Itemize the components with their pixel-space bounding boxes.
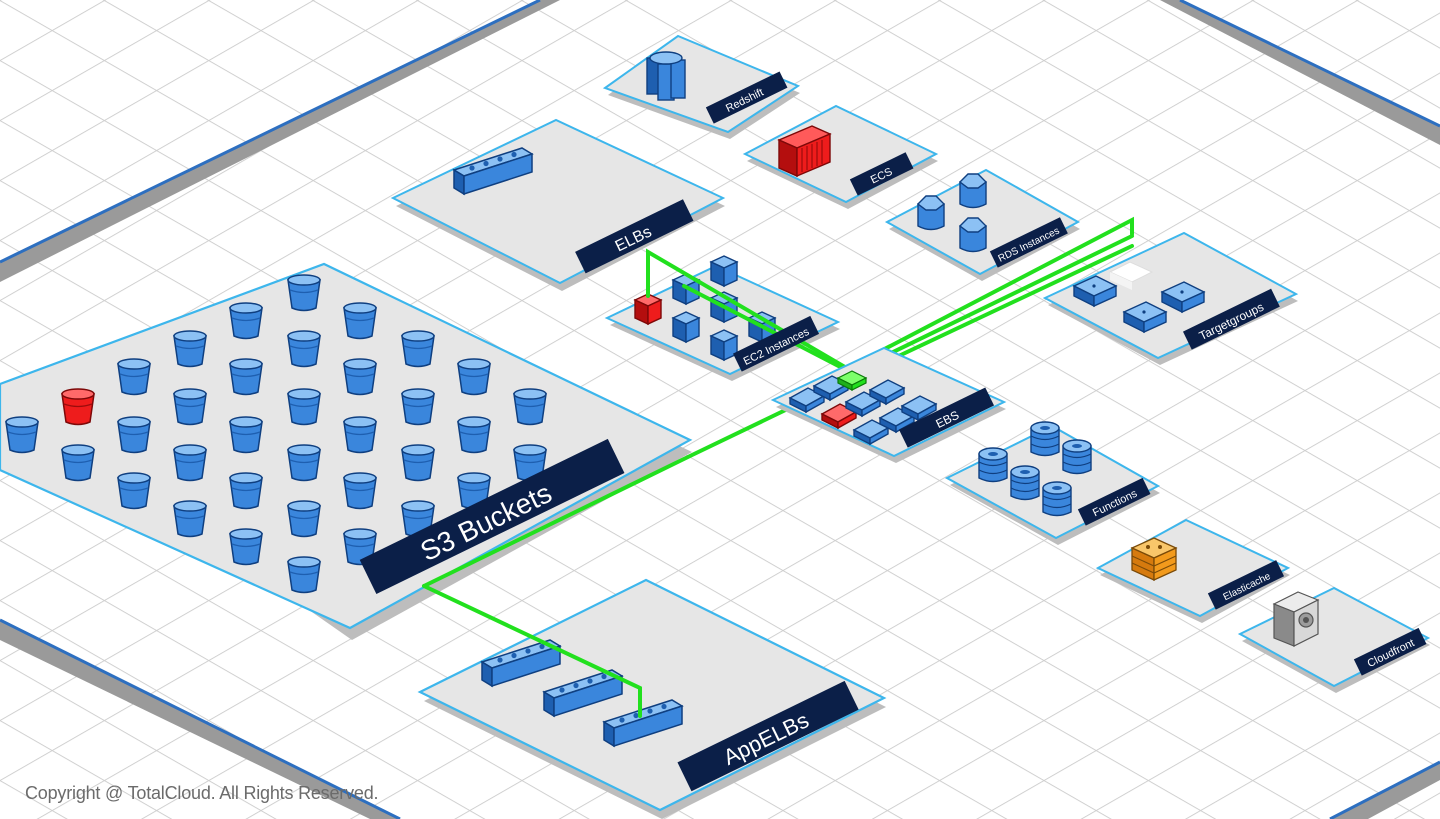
bucket-icon <box>343 472 377 510</box>
bucket-icon <box>173 388 207 426</box>
elbs-platform[interactable]: ELBs <box>390 118 726 291</box>
bucket-icon <box>117 416 151 454</box>
instance-cube-icon <box>634 293 662 325</box>
warehouse-icon <box>646 51 686 101</box>
copyright-notice: Copyright @ TotalCloud. All Rights Reser… <box>25 783 379 803</box>
bucket-icon <box>343 416 377 454</box>
container-icon <box>777 125 832 178</box>
bucket-icon <box>229 528 263 566</box>
connection-lines <box>422 216 1134 718</box>
bucket-icon <box>343 358 377 396</box>
connection-ebs-targetgroups-2 <box>850 234 1134 374</box>
database-cylinder-icon <box>959 173 987 209</box>
bucket-icon <box>229 472 263 510</box>
ebs-platform[interactable]: EBS <box>770 346 1007 463</box>
bucket-icon <box>229 302 263 340</box>
bucket-icon <box>457 358 491 396</box>
bucket-icon <box>457 416 491 454</box>
s3-platform[interactable]: S3 Buckets <box>0 262 693 640</box>
cache-node-icon <box>1130 537 1178 582</box>
connection-s3-appelbs <box>422 584 642 718</box>
bucket-icon <box>229 358 263 396</box>
connection-hub-icon <box>836 370 868 391</box>
connection-ebs-targetgroups <box>850 216 1134 368</box>
bucket-icon <box>287 274 321 312</box>
bucket-icon <box>229 416 263 454</box>
ecs-platform[interactable]: ECS <box>742 104 939 209</box>
function-stack-icon <box>1030 421 1060 457</box>
functions-platform[interactable]: Functions <box>944 421 1161 545</box>
function-stack-icon <box>1042 481 1072 517</box>
database-cylinder-icon <box>959 217 987 253</box>
elasticache-platform[interactable]: Elasticache <box>1095 518 1291 623</box>
bucket-icon <box>287 556 321 594</box>
instance-cube-icon <box>710 329 738 361</box>
instance-cube-icon <box>672 311 700 343</box>
bucket-icon <box>287 330 321 368</box>
bucket-icon <box>117 358 151 396</box>
bucket-icon <box>173 500 207 538</box>
function-stack-icon <box>1010 465 1040 501</box>
bucket-icon <box>5 416 39 454</box>
bucket-icon <box>61 388 95 426</box>
cdn-server-icon <box>1272 591 1320 647</box>
bucket-icon <box>173 330 207 368</box>
bucket-icon <box>117 472 151 510</box>
bucket-icon <box>287 500 321 538</box>
bucket-icon <box>61 444 95 482</box>
bucket-icon <box>401 444 435 482</box>
instance-cube-icon <box>710 255 738 287</box>
connection-ec2-ebs-2 <box>682 284 852 374</box>
bucket-icon <box>173 444 207 482</box>
bucket-icon <box>513 388 547 426</box>
bucket-icon <box>343 302 377 340</box>
function-stack-icon <box>1062 439 1092 475</box>
cloudfront-platform[interactable]: Cloudfront <box>1237 586 1431 693</box>
bucket-icon <box>287 388 321 426</box>
rds-platform[interactable]: RDS Instances <box>884 168 1081 281</box>
database-cylinder-icon <box>917 195 945 231</box>
function-stack-icon <box>978 447 1008 483</box>
bucket-icon <box>287 444 321 482</box>
bucket-icon <box>401 330 435 368</box>
bucket-icon <box>401 388 435 426</box>
redshift-platform[interactable]: Redshift <box>602 34 801 139</box>
